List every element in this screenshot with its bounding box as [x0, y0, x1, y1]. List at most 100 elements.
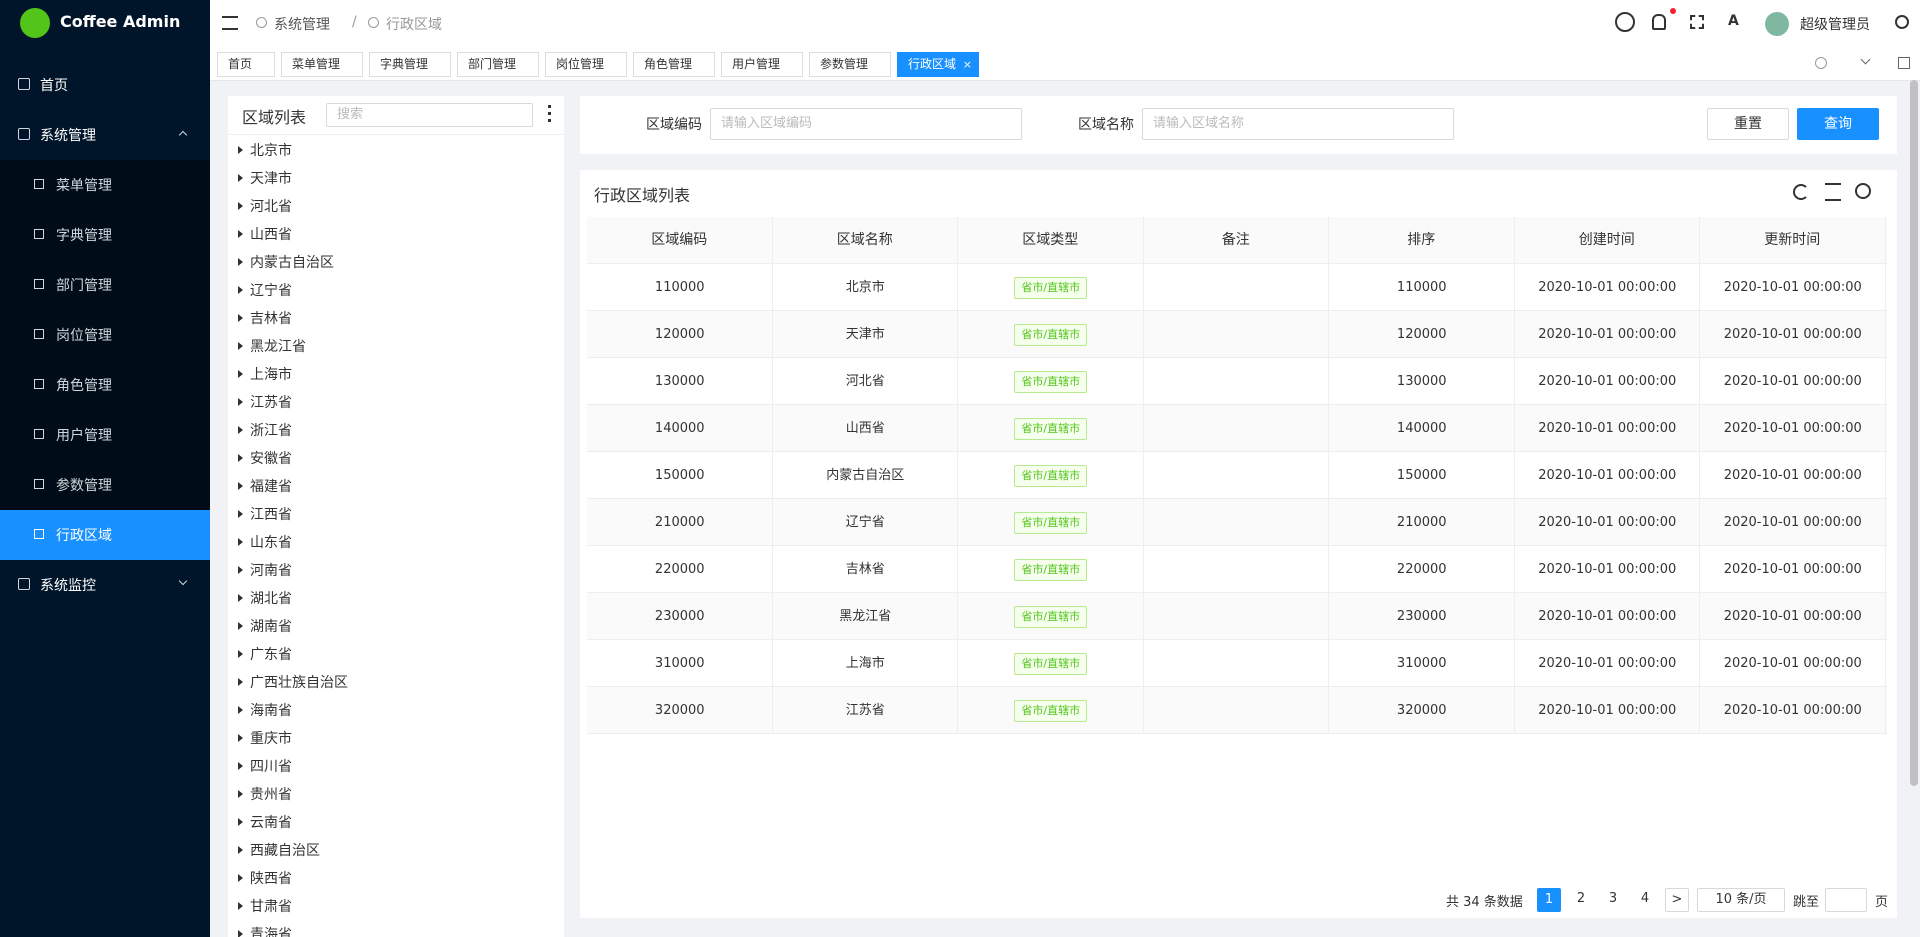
tree-node[interactable]: 黑龙江省 — [228, 333, 564, 359]
submenu-item[interactable]: 岗位管理 — [0, 310, 210, 360]
tree-node[interactable]: 山西省 — [228, 221, 564, 247]
search-icon[interactable] — [1615, 12, 1635, 32]
menu-item[interactable]: 系统监控 — [0, 560, 210, 610]
table-row[interactable]: 320000 江苏省 省市/直辖市 320000 2020-10-01 00:00:00… — [587, 687, 1887, 734]
breadcrumb-item[interactable]: 系统管理 — [274, 17, 330, 33]
submenu-item[interactable]: 用户管理 — [0, 410, 210, 460]
tree-node[interactable]: 云南省 — [228, 809, 564, 835]
tab[interactable]: 参数管理 — [809, 52, 891, 77]
tab[interactable]: 行政区域 × — [897, 52, 979, 77]
tree-node[interactable]: 河北省 — [228, 193, 564, 219]
table-cell: 河北省 — [845, 374, 885, 389]
table-row[interactable]: 130000 河北省 省市/直辖市 130000 2020-10-01 00:00:00… — [587, 358, 1887, 405]
tab-refresh[interactable] — [1815, 57, 1827, 69]
tab[interactable]: 部门管理 — [457, 52, 539, 77]
tree-node[interactable]: 贵州省 — [228, 781, 564, 807]
tree-node[interactable]: 重庆市 — [228, 725, 564, 751]
tree-node[interactable]: 青海省 — [228, 921, 564, 937]
tree-node[interactable]: 四川省 — [228, 753, 564, 779]
tab[interactable]: 用户管理 — [721, 52, 803, 77]
tree-node[interactable]: 广西壮族自治区 — [228, 669, 564, 695]
table-row[interactable]: 140000 山西省 省市/直辖市 140000 2020-10-01 00:00:00… — [587, 405, 1887, 452]
column-settings-icon[interactable] — [1855, 183, 1871, 199]
tree-node[interactable]: 辽宁省 — [228, 277, 564, 303]
submenu-item[interactable]: 角色管理 — [0, 360, 210, 410]
menu-item[interactable]: 首页 — [0, 60, 210, 110]
tree-node[interactable]: 陕西省 — [228, 865, 564, 891]
notice-icon[interactable] — [1652, 14, 1666, 30]
table-row[interactable]: 310000 上海市 省市/直辖市 310000 2020-10-01 00:00:00… — [587, 640, 1887, 687]
tree-node[interactable]: 海南省 — [228, 697, 564, 723]
tab[interactable]: 字典管理 — [369, 52, 451, 77]
tree-node[interactable]: 浙江省 — [228, 417, 564, 443]
tree-node[interactable]: 天津市 — [228, 165, 564, 191]
settings-icon[interactable] — [1895, 15, 1909, 29]
reset-button[interactable]: 重置 — [1707, 108, 1789, 140]
table-cell: 2020-10-01 00:00:00 — [1723, 468, 1862, 483]
table-row[interactable]: 120000 天津市 省市/直辖市 120000 2020-10-01 00:00:00… — [587, 311, 1887, 358]
submenu-item[interactable]: 部门管理 — [0, 260, 210, 310]
table-row[interactable]: 150000 内蒙古自治区 省市/直辖市 150000 2020-10-01 00:00… — [587, 452, 1887, 499]
tab-fullscreen[interactable] — [1898, 57, 1910, 69]
tree-node[interactable]: 上海市 — [228, 361, 564, 387]
tab[interactable]: 角色管理 — [633, 52, 715, 77]
table-row[interactable]: 210000 辽宁省 省市/直辖市 210000 2020-10-01 00:00:00… — [587, 499, 1887, 546]
language-icon[interactable]: A — [1728, 13, 1739, 29]
submenu-item[interactable]: 行政区域 — [0, 510, 210, 560]
collapse-button[interactable] — [222, 16, 238, 30]
avatar[interactable] — [1765, 12, 1789, 36]
tree-node[interactable]: 湖北省 — [228, 585, 564, 611]
tree-node[interactable]: 山东省 — [228, 529, 564, 555]
tab[interactable]: 岗位管理 — [545, 52, 627, 77]
user-name[interactable]: 超级管理员 — [1800, 17, 1870, 33]
tab[interactable]: 菜单管理 — [281, 52, 363, 77]
page-button[interactable]: 3 — [1601, 888, 1625, 912]
submenu-icon — [34, 429, 44, 439]
jump-label: 跳至 — [1793, 895, 1820, 910]
cell — [587, 593, 773, 640]
tree-node[interactable]: 河南省 — [228, 557, 564, 583]
tree-node[interactable]: 甘肃省 — [228, 893, 564, 919]
refresh-icon[interactable] — [1793, 184, 1809, 200]
tree-node[interactable]: 安徽省 — [228, 445, 564, 471]
page-button[interactable]: 4 — [1633, 888, 1657, 912]
page-button[interactable]: 2 — [1569, 888, 1593, 912]
tree-node[interactable]: 北京市 — [228, 137, 564, 163]
page-size[interactable]: 10 条/页 — [1697, 888, 1785, 912]
density-icon[interactable] — [1825, 183, 1841, 201]
tree-node[interactable]: 江西省 — [228, 501, 564, 527]
total: 共 34 条数据 — [1446, 895, 1523, 910]
jump-input[interactable] — [1825, 888, 1867, 912]
page-button[interactable]: 1 — [1537, 888, 1561, 912]
field-input[interactable]: 请输入区域编码 — [710, 108, 1022, 140]
breadcrumb-item[interactable]: 行政区域 — [386, 17, 442, 33]
next-button[interactable]: > — [1665, 888, 1689, 912]
tree-node[interactable]: 内蒙古自治区 — [228, 249, 564, 275]
menu-item[interactable]: 系统管理 — [0, 110, 210, 160]
table-row[interactable]: 110000 北京市 省市/直辖市 110000 2020-10-01 00:00:00… — [587, 264, 1887, 311]
tree-search[interactable]: 搜索 — [326, 103, 533, 127]
submenu-item[interactable]: 参数管理 — [0, 460, 210, 510]
tree-node[interactable]: 吉林省 — [228, 305, 564, 331]
cell — [1700, 499, 1886, 546]
tab-close[interactable]: × — [962, 58, 972, 71]
tree-node[interactable]: 湖南省 — [228, 613, 564, 639]
tab[interactable]: 首页 — [217, 52, 275, 77]
table-row[interactable]: 220000 吉林省 省市/直辖市 220000 2020-10-01 00:00:00… — [587, 546, 1887, 593]
table-cell: 140000 — [1396, 421, 1447, 436]
fullscreen-icon[interactable] — [1690, 15, 1704, 29]
tree-node[interactable]: 江苏省 — [228, 389, 564, 415]
cell — [773, 499, 958, 546]
tree-node[interactable]: 福建省 — [228, 473, 564, 499]
cell — [773, 546, 958, 593]
tree-more[interactable] — [548, 105, 551, 122]
submenu-item[interactable]: 菜单管理 — [0, 160, 210, 210]
query-button[interactable]: 查询 — [1797, 108, 1879, 140]
tab-menu[interactable] — [1860, 54, 1871, 65]
tree-node[interactable]: 广东省 — [228, 641, 564, 667]
table-cell: 省市/直辖市 — [958, 264, 1144, 311]
table-row[interactable]: 230000 黑龙江省 省市/直辖市 230000 2020-10-01 00:00:0… — [587, 593, 1887, 640]
tree-node[interactable]: 西藏自治区 — [228, 837, 564, 863]
submenu-item[interactable]: 字典管理 — [0, 210, 210, 260]
field-input[interactable]: 请输入区域名称 — [1142, 108, 1454, 140]
